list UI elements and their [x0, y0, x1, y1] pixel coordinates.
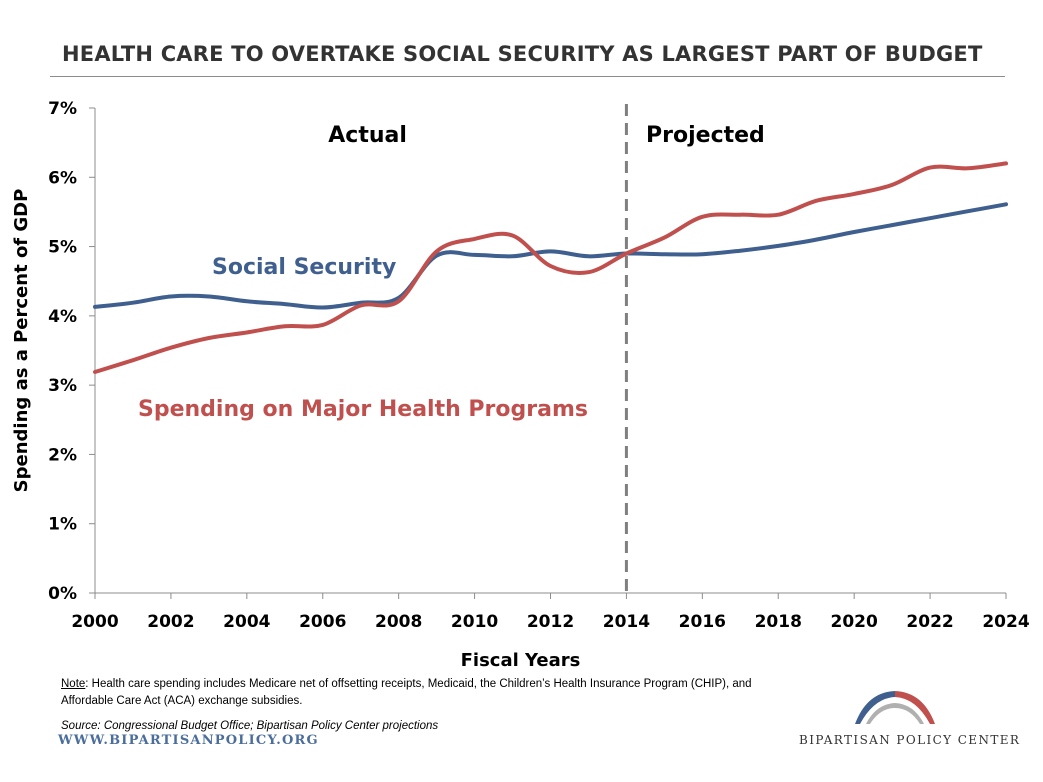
x-axis-title: Fiscal Years [461, 650, 581, 671]
chart-title: HEALTH CARE TO OVERTAKE SOCIAL SECURITY … [62, 42, 983, 66]
x-tick-label: 2008 [375, 612, 422, 632]
y-axis-title: Spending as a Percent of GDP [11, 189, 32, 493]
x-tick-label: 2006 [299, 612, 346, 632]
bipartisan-logo-icon [855, 690, 935, 724]
social-security-line [93, 202, 1008, 310]
health-programs-line [93, 161, 1008, 374]
y-tick-label: 0% [48, 584, 77, 604]
x-tick-label: 2024 [982, 612, 1029, 632]
labels-layer: Actual Projected Social Security Spending o… [138, 123, 765, 422]
x-tick-label: 2004 [223, 612, 270, 632]
x-tick-label: 2022 [906, 612, 953, 632]
logo-text: BIPARTISAN POLICY CENTER [799, 733, 1021, 747]
region-label: Actual [328, 123, 407, 148]
x-tick-label: 2012 [527, 612, 574, 632]
x-tick-label: 2014 [603, 612, 650, 632]
y-tick-label: 6% [48, 168, 77, 188]
region-label: Projected [646, 123, 765, 148]
title-divider [50, 76, 1005, 77]
x-tick-label: 2016 [679, 612, 726, 632]
y-tick-label: 1% [48, 515, 77, 535]
x-tick-label: 2018 [755, 612, 802, 632]
x-tick-label: 2020 [831, 612, 878, 632]
series-layer [93, 161, 1008, 374]
x-tick-label: 2000 [71, 612, 118, 632]
y-tick-label: 3% [48, 376, 77, 396]
health-programs-label: Spending on Major Health Programs [138, 397, 588, 422]
y-tick-label: 7% [48, 99, 77, 119]
x-tick-label: 2010 [451, 612, 498, 632]
chart-axes: 0% 1% 2% 3% 4% 5% 6% 7% 2000 2002 2004 2006 2008 2010… [11, 99, 1030, 671]
y-tick-label: 2% [48, 445, 77, 465]
website-link[interactable]: WWW.BIPARTISANPOLICY.ORG [58, 733, 319, 748]
note-text: : Health care spending includes Medicare… [61, 678, 752, 707]
x-tick-label: 2002 [147, 612, 194, 632]
source-line: Source: Congressional Budget Office; Bip… [61, 720, 439, 732]
y-tick-label: 4% [48, 307, 77, 327]
y-tick-label: 5% [48, 238, 77, 258]
footnote: Note: Health care spending includes Medi… [61, 676, 781, 710]
social-security-label: Social Security [212, 255, 396, 280]
note-label: Note [61, 678, 86, 690]
